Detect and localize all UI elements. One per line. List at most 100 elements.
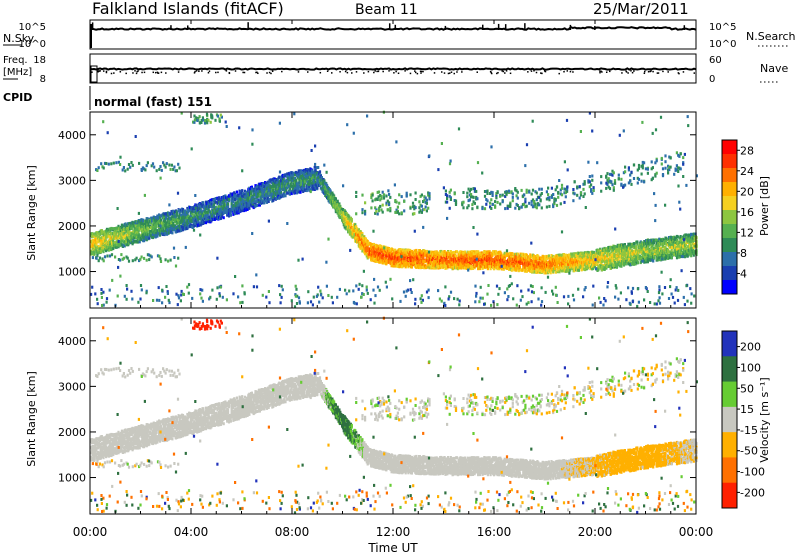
power-cell xyxy=(195,207,198,211)
power-cell xyxy=(492,250,495,254)
power-cell xyxy=(218,197,221,201)
nave-point xyxy=(281,70,283,73)
power-cell xyxy=(358,234,361,238)
power-cell xyxy=(393,260,396,264)
power-cell xyxy=(446,259,449,263)
power-cell xyxy=(144,224,147,228)
cpid-text: normal (fast) 151 xyxy=(94,95,212,109)
power-cell xyxy=(305,174,308,177)
power-cell xyxy=(314,169,317,172)
power-cell xyxy=(290,192,293,196)
power-cell xyxy=(222,196,225,200)
power-cell xyxy=(272,198,275,202)
power-cell xyxy=(165,221,168,225)
power-cell xyxy=(316,186,319,190)
power-cell xyxy=(295,178,298,182)
power-cell xyxy=(491,251,494,255)
power-cell xyxy=(225,209,228,213)
power-cell xyxy=(186,223,189,227)
power-cell xyxy=(171,220,174,223)
power-cell xyxy=(110,232,113,236)
power-cell xyxy=(458,256,461,259)
power-cell xyxy=(131,235,134,239)
nave-point xyxy=(113,72,115,74)
nave-point xyxy=(141,71,143,74)
nave-point xyxy=(134,70,136,72)
nave-point xyxy=(501,70,503,72)
power-cell xyxy=(471,267,474,270)
power-cell xyxy=(207,217,210,221)
nave-point xyxy=(527,71,529,73)
power-cell xyxy=(204,209,207,213)
nave-point xyxy=(346,71,349,74)
nave-point xyxy=(453,72,456,75)
power-cell xyxy=(261,186,264,190)
power-cell xyxy=(299,171,302,175)
nave-point xyxy=(393,72,395,74)
power-cell xyxy=(94,236,97,240)
nave-point xyxy=(195,70,198,72)
power-cell xyxy=(405,248,408,252)
power-cell xyxy=(447,262,451,266)
power-cell xyxy=(113,241,117,245)
power-cell xyxy=(350,217,353,221)
power-cell xyxy=(338,213,341,217)
nave-point xyxy=(234,70,237,72)
freq-right-tick-top: 60 xyxy=(709,55,722,66)
power-cell xyxy=(311,181,314,185)
power-cell xyxy=(360,235,363,239)
power-cell xyxy=(372,243,375,246)
power-cell xyxy=(143,239,146,243)
power-cell xyxy=(241,189,244,193)
freq-start-marks xyxy=(90,65,98,83)
nave-point xyxy=(266,72,268,74)
power-cell xyxy=(341,209,344,213)
power-cell xyxy=(277,179,280,183)
power-cell xyxy=(486,267,489,271)
nave-point xyxy=(207,71,210,74)
nave-point xyxy=(228,72,231,75)
power-cell xyxy=(308,187,311,191)
power-cell xyxy=(109,230,112,234)
power-cell xyxy=(254,200,257,204)
nave-point xyxy=(351,72,353,74)
nave-point xyxy=(693,72,696,74)
nave-point xyxy=(649,70,651,73)
power-cell xyxy=(236,193,239,197)
power-cell xyxy=(163,225,166,229)
power-cell xyxy=(367,255,370,259)
power-cell xyxy=(178,229,181,233)
power-cell xyxy=(153,223,156,227)
power-cell xyxy=(461,254,464,258)
power-cell xyxy=(326,188,329,192)
power-cell xyxy=(432,256,435,260)
power-cell xyxy=(459,262,462,266)
power-cell xyxy=(416,256,419,260)
power-cell xyxy=(178,217,181,221)
power-cell xyxy=(272,187,275,191)
power-cell xyxy=(173,212,176,216)
power-cell xyxy=(316,171,319,175)
power-cell xyxy=(288,188,291,192)
power-cell xyxy=(470,252,474,256)
nave-point xyxy=(490,71,492,74)
nave-point xyxy=(609,70,611,73)
nave-point xyxy=(97,70,99,73)
power-cell xyxy=(141,225,144,229)
nave-point xyxy=(533,70,535,72)
power-cell xyxy=(181,213,185,217)
power-cell xyxy=(440,249,443,253)
power-cell xyxy=(243,193,246,197)
power-cell xyxy=(395,254,398,258)
power-cell xyxy=(476,260,479,264)
power-cell xyxy=(336,199,339,203)
nave-point xyxy=(307,71,309,73)
power-cell xyxy=(239,202,242,206)
power-cell xyxy=(168,217,171,221)
power-cell xyxy=(133,236,136,240)
power-cell xyxy=(294,186,297,190)
power-cell xyxy=(144,221,147,225)
nave-point xyxy=(489,70,492,73)
power-cell xyxy=(250,190,253,194)
